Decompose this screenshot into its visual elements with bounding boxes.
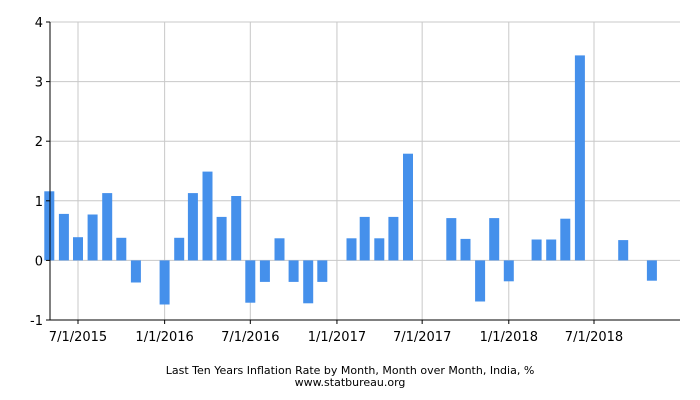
chart-bar bbox=[303, 260, 314, 304]
chart-bar bbox=[259, 260, 270, 282]
chart-bar bbox=[187, 193, 198, 261]
chart-bar bbox=[44, 191, 55, 261]
chart-bar bbox=[231, 196, 242, 261]
chart-bar bbox=[159, 260, 170, 305]
chart-bar bbox=[274, 238, 285, 261]
chart-bar bbox=[503, 260, 514, 282]
chart-bar bbox=[475, 260, 486, 302]
chart-bar bbox=[460, 238, 471, 261]
chart-bar bbox=[546, 239, 557, 261]
x-tick-label: 7/1/2018 bbox=[565, 330, 623, 345]
chart-bar bbox=[531, 239, 542, 261]
chart-bar bbox=[359, 216, 370, 261]
x-tick-label: 7/1/2017 bbox=[393, 330, 451, 345]
y-tick-label: 2 bbox=[35, 135, 43, 150]
chart-bar bbox=[317, 260, 328, 282]
chart-bar bbox=[288, 260, 299, 282]
x-tick-label: 1/1/2017 bbox=[308, 330, 366, 345]
chart-bar bbox=[489, 218, 500, 261]
chart-source: www.statbureau.org bbox=[294, 376, 406, 389]
chart-bar bbox=[202, 171, 213, 261]
chart-bar bbox=[446, 218, 457, 261]
chart-bar bbox=[87, 214, 98, 261]
y-tick-label: -1 bbox=[30, 314, 43, 329]
chart-bar bbox=[116, 237, 127, 261]
chart-bar bbox=[388, 216, 399, 261]
x-tick-label: 1/1/2016 bbox=[135, 330, 193, 345]
chart-bar bbox=[58, 213, 69, 261]
chart-title: Last Ten Years Inflation Rate by Month, … bbox=[165, 364, 535, 377]
chart-bar bbox=[646, 260, 657, 281]
chart-bar bbox=[560, 218, 571, 261]
chart-bar bbox=[374, 238, 385, 261]
y-tick-label: 1 bbox=[35, 195, 43, 210]
x-tick-label: 7/1/2015 bbox=[49, 330, 107, 345]
y-tick-label: 4 bbox=[35, 16, 43, 31]
chart-bar bbox=[130, 260, 141, 283]
x-tick-label: 7/1/2016 bbox=[221, 330, 279, 345]
chart-bar bbox=[174, 237, 185, 261]
x-tick-label: 1/1/2018 bbox=[480, 330, 538, 345]
chart-bar bbox=[73, 237, 83, 261]
chart-bar bbox=[102, 193, 113, 261]
chart-bar bbox=[618, 240, 629, 261]
chart-bar bbox=[403, 153, 413, 261]
y-tick-label: 0 bbox=[35, 254, 43, 269]
chart-bar bbox=[245, 260, 256, 303]
chart-bar bbox=[346, 238, 357, 261]
y-tick-label: 3 bbox=[35, 76, 43, 91]
chart-bar bbox=[574, 55, 585, 261]
chart-bar bbox=[216, 216, 227, 261]
